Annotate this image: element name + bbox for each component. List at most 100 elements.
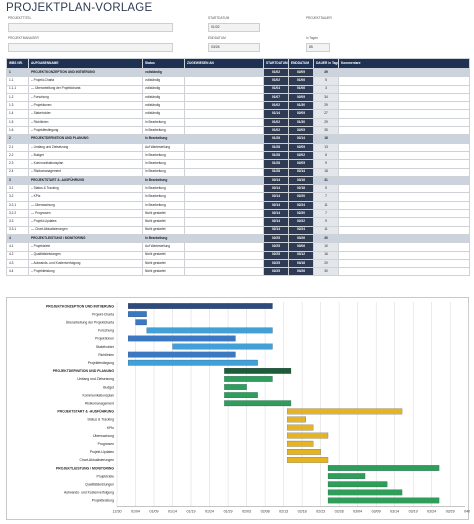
comment-cell[interactable] <box>338 267 470 277</box>
comment-cell[interactable] <box>338 159 470 169</box>
status-cell[interactable]: vollständig <box>142 67 185 78</box>
start-date-cell: 02/14 <box>263 209 289 219</box>
assigned-cell[interactable] <box>184 150 264 161</box>
status-cell[interactable]: Nicht gestartet <box>142 258 185 269</box>
status-cell[interactable]: Nicht gestartet <box>142 209 185 219</box>
assigned-cell[interactable] <box>184 109 264 119</box>
status-cell[interactable]: vollständig <box>142 76 185 86</box>
status-cell[interactable]: vollständig <box>142 109 185 119</box>
status-cell[interactable]: vollständig <box>142 92 185 103</box>
end-date-cell: 01/30 <box>288 101 314 111</box>
start-date-field[interactable]: 01/02 <box>208 23 260 32</box>
assigned-cell[interactable] <box>184 134 264 144</box>
assigned-cell[interactable] <box>184 175 264 186</box>
category-label: Projektziele <box>96 474 114 478</box>
assigned-cell[interactable] <box>184 217 264 227</box>
gantt-bar <box>224 367 292 374</box>
col-header-status: Status <box>142 58 185 69</box>
status-cell[interactable]: Nicht gestartet <box>142 267 185 277</box>
assigned-cell[interactable] <box>184 117 264 128</box>
assigned-cell[interactable] <box>184 225 264 235</box>
status-cell[interactable]: Nicht gestartet <box>142 250 185 260</box>
comment-cell[interactable] <box>338 175 470 186</box>
comment-cell[interactable] <box>338 217 470 227</box>
assigned-cell[interactable] <box>184 92 264 103</box>
comment-cell[interactable] <box>338 242 470 252</box>
project-title-field[interactable] <box>8 23 173 32</box>
status-cell[interactable]: In Bearbeitung <box>142 184 185 194</box>
assigned-cell[interactable] <box>184 101 264 111</box>
status-cell[interactable]: Auf Wartestellung <box>142 242 185 252</box>
table-row: 3.3– Projekt-Updates Nicht gestartet 02/14… <box>6 217 470 227</box>
assigned-cell[interactable] <box>184 167 264 177</box>
assigned-cell[interactable] <box>184 209 264 219</box>
duration-cell: 18 <box>313 167 339 177</box>
status-cell[interactable]: In Bearbeitung <box>142 175 185 186</box>
comment-cell[interactable] <box>338 233 470 244</box>
table-row: 4.3– Aufwands- und Kostenverfolgung Nicht… <box>6 258 470 269</box>
comment-cell[interactable] <box>338 142 470 152</box>
assigned-cell[interactable] <box>184 258 264 269</box>
assigned-cell[interactable] <box>184 242 264 252</box>
project-manager-field[interactable] <box>8 43 173 52</box>
status-cell[interactable]: In Bearbeitung <box>142 159 185 169</box>
table-header-row: WBS NR. AUFGABENNAME Status ZUGEWIESEN A… <box>6 58 470 69</box>
end-date-cell: 02/24 <box>288 200 314 211</box>
start-date-cell: 01/28 <box>263 159 289 169</box>
comment-cell[interactable] <box>338 76 470 86</box>
table-row: 3.2.2 — Prognosen Nicht gestartet 02/14 02/… <box>6 209 470 219</box>
comment-cell[interactable] <box>338 184 470 194</box>
status-cell[interactable]: In Bearbeitung <box>142 150 185 161</box>
status-cell[interactable]: In Bearbeitung <box>142 233 185 244</box>
assigned-cell[interactable] <box>184 126 264 136</box>
status-cell[interactable]: In Bearbeitung <box>142 126 185 136</box>
comment-cell[interactable] <box>338 167 470 177</box>
status-cell[interactable]: Nicht gestartet <box>142 217 185 227</box>
comment-cell[interactable] <box>338 200 470 211</box>
task-name-cell: PROJEKTKONZEPTION UND INITIIERUNG <box>28 67 143 78</box>
status-cell[interactable]: In Bearbeitung <box>142 167 185 177</box>
assigned-cell[interactable] <box>184 200 264 211</box>
comment-cell[interactable] <box>338 117 470 128</box>
comment-cell[interactable] <box>338 101 470 111</box>
assigned-cell[interactable] <box>184 250 264 260</box>
status-cell[interactable]: vollständig <box>142 84 185 94</box>
task-name-cell: – Projekt-Updates <box>28 217 143 227</box>
status-cell[interactable]: vollständig <box>142 101 185 111</box>
comment-cell[interactable] <box>338 209 470 219</box>
category-label: PROJEKTDEFINITION UND PLANUNG <box>53 369 115 373</box>
table-row: 1.5– Richtlinien In Bearbeitung 01/02 01/30… <box>6 117 470 128</box>
comment-cell[interactable] <box>338 134 470 144</box>
assigned-cell[interactable] <box>184 84 264 94</box>
wbs-cell: 1.2 <box>6 92 29 103</box>
status-cell[interactable]: In Bearbeitung <box>142 117 185 128</box>
assigned-cell[interactable] <box>184 184 264 194</box>
assigned-cell[interactable] <box>184 267 264 277</box>
comment-cell[interactable] <box>338 67 470 78</box>
assigned-cell[interactable] <box>184 233 264 244</box>
assigned-cell[interactable] <box>184 192 264 202</box>
start-date-cell: 01/14 <box>263 109 289 119</box>
assigned-cell[interactable] <box>184 76 264 86</box>
status-cell[interactable]: In Bearbeitung <box>142 134 185 144</box>
status-cell[interactable]: In Bearbeitung <box>142 200 185 211</box>
comment-cell[interactable] <box>338 192 470 202</box>
status-cell[interactable]: Nicht gestartet <box>142 225 185 235</box>
comment-cell[interactable] <box>338 258 470 269</box>
wbs-cell: 4.1 <box>6 242 29 252</box>
comment-cell[interactable] <box>338 225 470 235</box>
comment-cell[interactable] <box>338 84 470 94</box>
assigned-cell[interactable] <box>184 159 264 169</box>
end-date-field[interactable]: 03/26 <box>208 43 260 52</box>
assigned-cell[interactable] <box>184 67 264 78</box>
assigned-cell[interactable] <box>184 142 264 152</box>
status-cell[interactable]: In Bearbeitung <box>142 192 185 202</box>
x-tick-label: 01/04 <box>131 510 140 514</box>
comment-cell[interactable] <box>338 126 470 136</box>
comment-cell[interactable] <box>338 92 470 103</box>
comment-cell[interactable] <box>338 150 470 161</box>
comment-cell[interactable] <box>338 250 470 260</box>
comment-cell[interactable] <box>338 109 470 119</box>
duration-sublabel: in Tagen <box>306 36 318 40</box>
status-cell[interactable]: Auf Wartestellung <box>142 142 185 152</box>
